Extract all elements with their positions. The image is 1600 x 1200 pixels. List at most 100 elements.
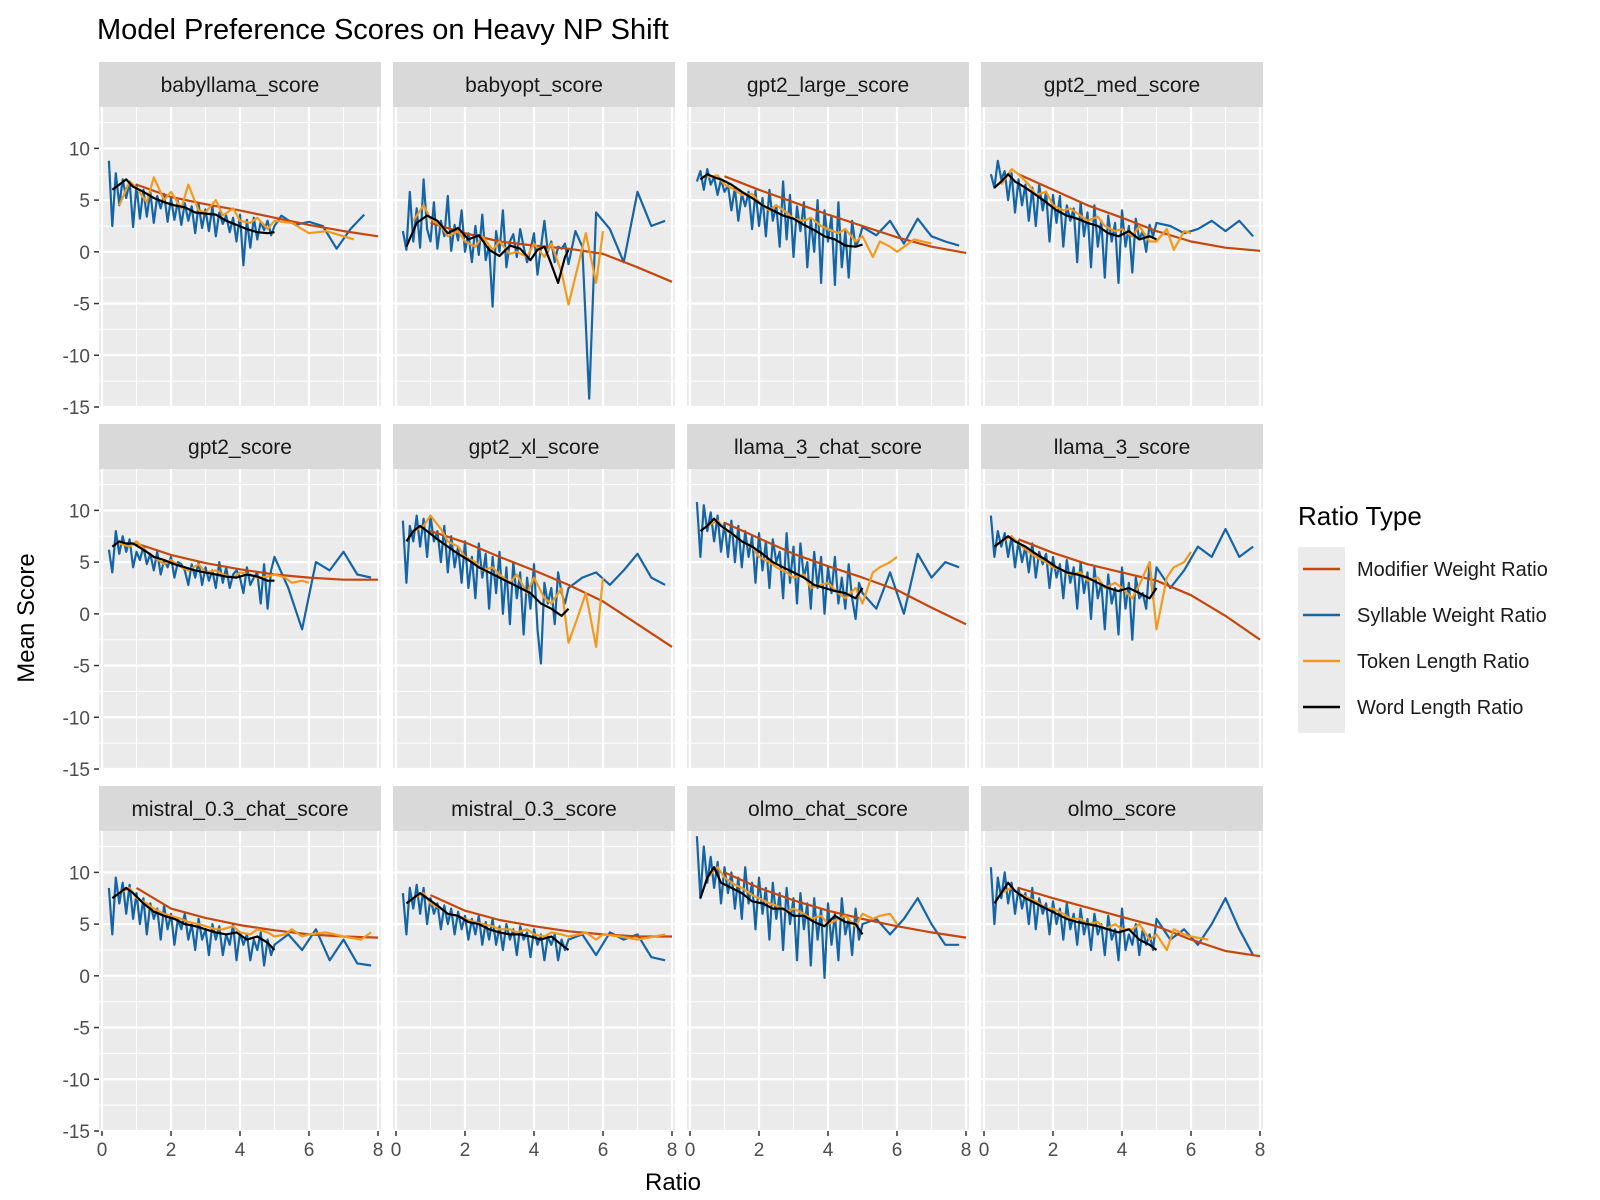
series-line-modifier-weight-ratio xyxy=(1018,538,1261,641)
series-line-modifier-weight-ratio xyxy=(1018,886,1261,958)
chart-title: Model Preference Scores on Heavy NP Shif… xyxy=(97,14,669,46)
facet-panel: babyllama_score xyxy=(99,62,381,409)
series-line-token-length-ratio xyxy=(118,886,372,941)
y-tick-label: 5 xyxy=(79,915,90,936)
facet-panel: llama_3_score xyxy=(981,424,1263,771)
x-tick-label: 2 xyxy=(754,1140,765,1161)
x-tick-label: 8 xyxy=(961,1140,972,1161)
facet-strip-label: gpt2_xl_score xyxy=(469,436,600,459)
facet-strip-label: babyopt_score xyxy=(465,74,603,97)
facet-panel: babyopt_score xyxy=(393,62,675,409)
legend-label: Token Length Ratio xyxy=(1357,651,1529,673)
facet-strip xyxy=(687,424,969,469)
series-line-modifier-weight-ratio xyxy=(724,175,967,254)
series-line-word-length-ratio xyxy=(993,535,1158,600)
series-line-syllable-weight-ratio xyxy=(989,867,1255,962)
facet-strip xyxy=(981,62,1263,107)
x-tick-label: 0 xyxy=(391,1140,402,1161)
y-tick-label: -5 xyxy=(73,295,90,316)
series-line-token-length-ratio xyxy=(412,204,605,306)
series-line-modifier-weight-ratio xyxy=(136,542,378,581)
y-tick-label: -10 xyxy=(63,1070,90,1091)
facet-strip xyxy=(981,786,1263,831)
series-line-syllable-weight-ratio xyxy=(989,159,1254,284)
x-tick-label: 0 xyxy=(979,1140,990,1161)
y-tick-label: -5 xyxy=(73,657,90,678)
series-line-syllable-weight-ratio xyxy=(695,502,960,621)
x-tick-label: 0 xyxy=(685,1140,696,1161)
x-tick-label: 4 xyxy=(823,1140,834,1161)
facet-strip-label: gpt2_large_score xyxy=(747,74,909,97)
y-tick-label: 5 xyxy=(79,191,90,212)
series-line-word-length-ratio xyxy=(405,524,570,618)
facet-strip xyxy=(393,62,675,107)
y-tick-label: 0 xyxy=(79,967,90,988)
legend-key-background xyxy=(1298,547,1345,733)
y-tick-label: 10 xyxy=(69,501,90,522)
facet-panel: mistral_0.3_chat_score xyxy=(99,786,381,1133)
y-tick-label: 0 xyxy=(79,243,90,264)
legend-label: Word Length Ratio xyxy=(1357,697,1523,719)
facet-strip xyxy=(687,786,969,831)
series-line-modifier-weight-ratio xyxy=(136,183,379,238)
facet-panel: gpt2_med_score xyxy=(981,62,1263,409)
x-tick-label: 6 xyxy=(598,1140,609,1161)
facet-strip xyxy=(99,424,381,469)
legend-label: Syllable Weight Ratio xyxy=(1357,605,1547,627)
series-line-word-length-ratio xyxy=(699,517,864,600)
series-line-token-length-ratio xyxy=(1000,168,1192,251)
y-tick-label: -15 xyxy=(63,398,90,419)
series-line-token-length-ratio xyxy=(707,174,932,259)
series-line-word-length-ratio xyxy=(699,173,863,248)
facet-strip-label: mistral_0.3_score xyxy=(451,798,617,821)
series-line-word-length-ratio xyxy=(993,173,1157,241)
x-tick-label: 8 xyxy=(373,1140,384,1161)
x-tick-label: 2 xyxy=(1048,1140,1059,1161)
x-tick-label: 4 xyxy=(235,1140,246,1161)
facet-panel: llama_3_chat_score xyxy=(687,424,969,771)
y-tick-label: -10 xyxy=(63,346,90,367)
y-axis-title: Mean Score xyxy=(13,553,40,682)
facet-strip-label: llama_3_score xyxy=(1054,436,1191,459)
y-tick-label: -15 xyxy=(63,1122,90,1143)
series-line-token-length-ratio xyxy=(118,176,355,241)
y-tick-label: -10 xyxy=(63,708,90,729)
series-line-word-length-ratio xyxy=(111,178,275,235)
facet-strip-label: olmo_score xyxy=(1068,798,1177,821)
x-tick-label: 4 xyxy=(529,1140,540,1161)
x-axis-title: Ratio xyxy=(645,1169,701,1196)
legend-entries: Modifier Weight Ratio Syllable Weight Rat… xyxy=(1303,559,1548,719)
y-tick-label: 0 xyxy=(79,605,90,626)
facet-strip xyxy=(99,62,381,107)
y-tick-label: 10 xyxy=(69,139,90,160)
facet-strip-label: gpt2_score xyxy=(188,436,292,459)
facet-strip xyxy=(99,786,381,831)
facet-panel: gpt2_score xyxy=(99,424,381,771)
legend-title: Ratio Type xyxy=(1298,501,1422,531)
series-line-modifier-weight-ratio xyxy=(430,894,672,938)
series-line-word-length-ratio xyxy=(699,866,864,936)
series-line-token-length-ratio xyxy=(1000,886,1209,952)
series-line-token-length-ratio xyxy=(706,866,898,928)
y-tick-label: 10 xyxy=(69,863,90,884)
x-tick-label: 2 xyxy=(460,1140,471,1161)
x-tick-label: 4 xyxy=(1117,1140,1128,1161)
x-tick-label: 0 xyxy=(97,1140,108,1161)
series-line-syllable-weight-ratio xyxy=(989,515,1254,641)
x-tick-label: 6 xyxy=(1186,1140,1197,1161)
facet-panel: gpt2_large_score xyxy=(687,62,969,409)
facet-panel: mistral_0.3_score xyxy=(393,786,675,1133)
y-tick-label: -15 xyxy=(63,760,90,781)
facet-strip-label: babyllama_score xyxy=(161,74,320,97)
facet-strip xyxy=(981,424,1263,469)
facet-strip xyxy=(687,62,969,107)
series-line-word-length-ratio xyxy=(111,886,276,951)
x-tick-label: 2 xyxy=(166,1140,177,1161)
series-line-word-length-ratio xyxy=(993,881,1158,951)
facet-panel: olmo_chat_score xyxy=(687,786,969,1133)
x-tick-label: 6 xyxy=(304,1140,315,1161)
facet-panel: gpt2_xl_score xyxy=(393,424,675,771)
x-tick-label: 8 xyxy=(1255,1140,1266,1161)
